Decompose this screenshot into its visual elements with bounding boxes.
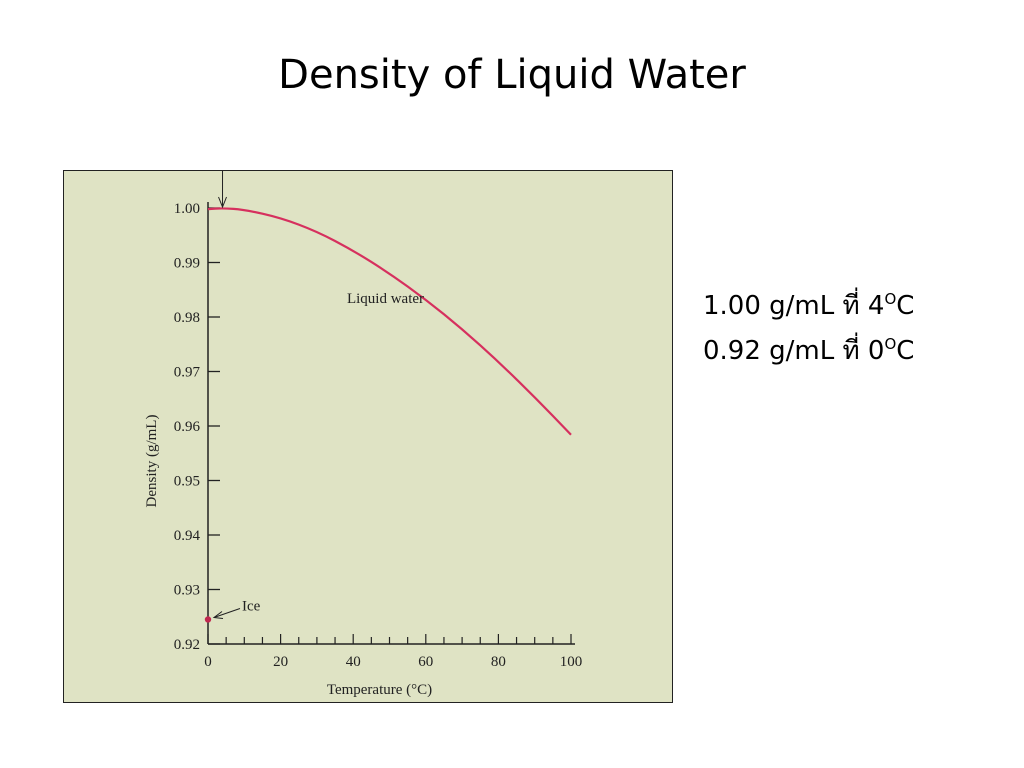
note-line-2: 0.92 g/mL ที่ 0OC: [703, 325, 914, 370]
y-axis-label: Density (g/mL): [144, 415, 160, 508]
y-tick-label-8: 1.00: [174, 201, 200, 217]
density-notes: 1.00 g/mL ที่ 4OC 0.92 g/mL ที่ 0OC: [703, 280, 914, 370]
note-1-degree: O: [884, 290, 897, 308]
chart-svg: 0.92 0.93 0.94 0.95 0.96 0.97 0.98 0.99 1.00 0 20 4…: [144, 171, 583, 698]
y-tick-label-3: 0.95: [174, 474, 200, 490]
ice-label: Ice: [242, 598, 261, 614]
y-tick-label-7: 0.99: [174, 256, 200, 272]
ice-point: [204, 616, 212, 623]
note-1-unit: C: [896, 291, 915, 321]
y-tick-label-4: 0.96: [174, 419, 201, 435]
max-density-arrow-head: [218, 196, 227, 209]
density-chart: 0.92 0.93 0.94 0.95 0.96 0.97 0.98 0.99 1.00 0 20 4…: [63, 170, 673, 703]
y-tick-label-6: 0.98: [174, 310, 200, 326]
series-line-0: [207, 207, 572, 436]
y-tick-label-5: 0.97: [174, 365, 201, 381]
note-2-unit: C: [896, 336, 915, 366]
note-2-value: 0.92 g/mL ที่ 0: [703, 336, 885, 366]
series-label-0: Liquid water: [347, 291, 424, 307]
y-tick-label-1: 0.93: [174, 583, 200, 599]
note-2-degree: O: [884, 335, 897, 353]
y-tick-label-2: 0.94: [174, 528, 201, 544]
note-1-value: 1.00 g/mL ที่ 4: [703, 291, 885, 321]
x-tick-label-2: 40: [346, 654, 361, 670]
x-tick-label-5: 100: [560, 654, 583, 670]
ice-arrow-line: [213, 608, 241, 618]
x-tick-label-3: 60: [418, 654, 433, 670]
note-line-1: 1.00 g/mL ที่ 4OC: [703, 280, 914, 325]
x-tick-label-1: 20: [273, 654, 288, 670]
slide-title: Density of Liquid Water: [278, 52, 746, 98]
x-axis-label: Temperature (°C): [327, 682, 432, 698]
y-tick-label-0: 0.92: [174, 637, 200, 653]
ice-arrow-head: [212, 611, 224, 619]
x-tick-label-0: 0: [204, 654, 212, 670]
x-tick-label-4: 80: [491, 654, 506, 670]
